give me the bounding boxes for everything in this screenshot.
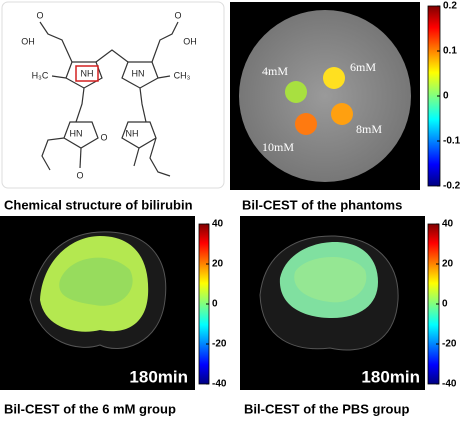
- atom-label: NH: [126, 128, 139, 138]
- cest-overlay-detail: [294, 257, 367, 303]
- molecule-bonds: [39, 21, 179, 177]
- atom-label: CH₃: [174, 70, 191, 80]
- phantom-vial: [285, 81, 307, 103]
- atom-label: O: [76, 170, 83, 180]
- cest-overlay-detail: [59, 257, 133, 306]
- concentration-label: 10mM: [262, 140, 294, 154]
- colorbar-tick-label: 0: [443, 91, 449, 102]
- caption: Bil-CEST of the PBS group: [244, 401, 409, 416]
- colorbar-tick-label: -0.1: [443, 136, 461, 147]
- caption: Bil-CEST of the phantoms: [242, 197, 402, 212]
- atom-label: NH: [81, 68, 94, 78]
- atom-label: OH: [21, 36, 35, 46]
- colorbar-tick-label: -40: [442, 379, 457, 390]
- colorbar-tick-label: 0: [212, 299, 218, 310]
- concentration-label: 4mM: [262, 64, 288, 78]
- caption: Bil-CEST of the 6 mM group: [4, 401, 176, 416]
- atom-label: H₃C: [32, 70, 49, 80]
- colorbar-tick-label: 0.1: [443, 46, 457, 57]
- caption: Chemical structure of bilirubin: [4, 197, 193, 212]
- atom-label: HN: [132, 68, 145, 78]
- phantom-vial: [323, 67, 345, 89]
- concentration-label: 6mM: [350, 60, 376, 74]
- colorbar-tick-label: 40: [212, 219, 224, 230]
- concentration-label: 8mM: [356, 122, 382, 136]
- colorbar-tick-label: 20: [442, 259, 454, 270]
- colorbar-tick-label: -20: [442, 339, 457, 350]
- colorbar-tick-label: 0: [442, 299, 448, 310]
- structure-box: [1, 1, 225, 189]
- time-label: 180min: [361, 367, 420, 386]
- atom-label: HN: [70, 128, 83, 138]
- colorbar-tick-label: -20: [212, 339, 227, 350]
- phantom-background: [239, 10, 411, 182]
- colorbar-tick-label: -40: [212, 379, 227, 390]
- atom-label: O: [100, 132, 107, 142]
- nh-highlight: [75, 65, 99, 82]
- atom-label: O: [36, 10, 43, 20]
- colorbar-tick-label: 20: [212, 259, 224, 270]
- colorbar-tick-label: -0.2: [443, 181, 461, 192]
- colorbar-tick-label: 40: [442, 219, 454, 230]
- time-label: 180min: [129, 367, 188, 386]
- atom-label: OH: [183, 36, 197, 46]
- atom-label: O: [174, 10, 181, 20]
- colorbar-tick-label: 0.2: [443, 1, 457, 12]
- phantom-vial: [331, 103, 353, 125]
- phantom-vial: [295, 113, 317, 135]
